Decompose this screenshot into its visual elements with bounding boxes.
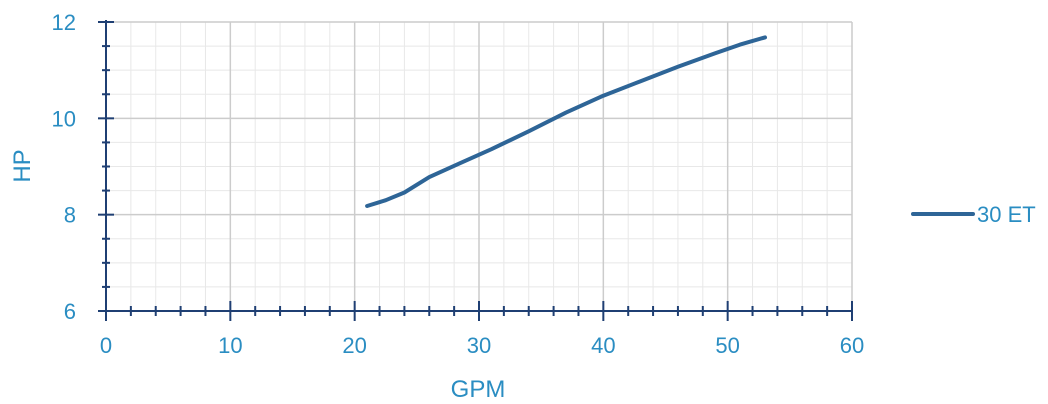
series-layer	[365, 35, 767, 208]
y-tick-label: 10	[52, 106, 76, 131]
x-tick-label: 40	[591, 333, 615, 358]
y-tick-label: 12	[52, 10, 76, 35]
tick-labels: 0 10 20 30 40 50 60 6 8 10 12	[52, 10, 865, 358]
x-axis-title: GPM	[451, 376, 506, 403]
series-line-30-et	[365, 35, 767, 208]
x-tick-label: 60	[840, 333, 864, 358]
axes	[98, 20, 853, 321]
x-tick-label: 10	[218, 333, 242, 358]
x-tick-label: 0	[100, 333, 112, 358]
major-grid	[106, 21, 853, 311]
y-axis-title: HP	[9, 149, 36, 182]
x-tick-label: 50	[715, 333, 739, 358]
legend-label-30-et: 30 ET	[977, 202, 1036, 227]
x-tick-label: 30	[467, 333, 491, 358]
y-tick-label: 6	[64, 299, 76, 324]
x-tick-label: 20	[342, 333, 366, 358]
legend: 30 ET	[911, 202, 1036, 227]
y-tick-label: 8	[64, 203, 76, 228]
